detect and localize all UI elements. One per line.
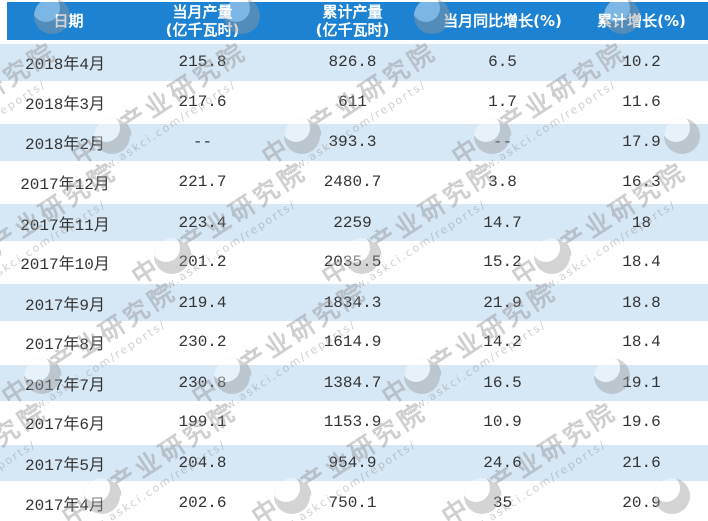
table-row: 2017年5月 204.8 954.9 24.6 21.6	[0, 440, 708, 485]
date-cell: 2018年3月	[24, 95, 105, 114]
cumulative-growth-cell: 21.6	[622, 454, 661, 473]
table-row: 2017年7月 230.8 1384.7 16.5 19.1	[0, 360, 708, 405]
monthly-output-cell: 221.7	[178, 173, 227, 192]
header-monthly-output-line2: (亿千瓦时)	[165, 21, 240, 39]
header-cumulative-output-line1: 累计产量	[322, 3, 383, 21]
cumulative-output-cell: 954.9	[328, 454, 377, 473]
cumulative-growth-cell: 16.3	[622, 173, 661, 192]
cumulative-growth-cell: 10.2	[622, 53, 661, 72]
monthly-yoy-cell: 15.2	[483, 253, 522, 272]
monthly-output-cell: 217.6	[178, 92, 227, 111]
monthly-output-cell: 215.8	[178, 53, 227, 72]
header-cumulative-growth-line1: 累计增长(%)	[597, 12, 686, 30]
cumulative-growth-cell: 20.9	[622, 493, 661, 512]
cumulative-growth-cell: 19.1	[622, 373, 661, 392]
monthly-yoy-cell: 14.2	[483, 333, 522, 352]
cumulative-growth-cell: 18.4	[622, 333, 661, 352]
cumulative-growth-cell: 18	[631, 213, 652, 232]
table-row: 2017年6月 199.1 1153.9 10.9 19.6	[0, 404, 708, 441]
date-cell: 2017年12月	[20, 176, 110, 195]
date-cell: 2017年9月	[24, 296, 105, 315]
monthly-yoy-cell: 3.8	[488, 173, 517, 192]
monthly-yoy-cell: 6.5	[488, 53, 517, 72]
header-cumulative-output: 累计产量 (亿千瓦时)	[275, 2, 430, 40]
date-cell: 2018年2月	[24, 136, 105, 155]
monthly-yoy-cell: 35	[492, 493, 513, 512]
header-cumulative-output-line2: (亿千瓦时)	[315, 21, 390, 39]
header-date: 日期	[7, 2, 130, 40]
monthly-output-cell: 219.4	[178, 293, 227, 312]
date-cell: 2017年4月	[24, 496, 105, 515]
header-monthly-yoy-line1: 当月同比增长(%)	[443, 12, 562, 30]
cumulative-output-cell: 2259	[333, 213, 372, 232]
date-cell: 2017年5月	[24, 457, 105, 476]
cumulative-output-cell: 2480.7	[323, 173, 382, 192]
cumulative-output-cell: 611	[338, 92, 367, 111]
table-row: 2017年11月 223.4 2259 14.7 18	[0, 200, 708, 244]
monthly-output-cell: 230.8	[178, 373, 227, 392]
cumulative-growth-cell: 19.6	[622, 413, 661, 432]
table-row: 2017年10月 201.2 2035.5 15.2 18.4	[0, 243, 708, 281]
monthly-output-cell: 204.8	[178, 454, 227, 473]
cumulative-output-cell: 750.1	[328, 493, 377, 512]
date-cell: 2017年11月	[20, 216, 110, 235]
table-row: 2017年12月 221.7 2480.7 3.8 16.3	[0, 163, 708, 201]
monthly-yoy-cell: 14.7	[483, 213, 522, 232]
header-cumulative-growth: 累计增长(%)	[575, 2, 708, 40]
cumulative-growth-cell: 18.8	[622, 293, 661, 312]
header-monthly-output-line1: 当月产量	[172, 3, 233, 21]
cumulative-output-cell: 1834.3	[323, 293, 382, 312]
header-date-line1: 日期	[53, 12, 84, 30]
cumulative-output-cell: 1384.7	[323, 373, 382, 392]
monthly-yoy-cell: --	[492, 133, 513, 152]
cumulative-output-cell: 2035.5	[323, 253, 382, 272]
table-row: 2017年9月 219.4 1834.3 21.9 18.8	[0, 280, 708, 325]
table-row: 2018年4月 215.8 826.8 6.5 10.2	[0, 40, 708, 84]
cumulative-growth-cell: 11.6	[622, 92, 661, 111]
date-cell: 2017年7月	[24, 376, 105, 395]
monthly-yoy-cell: 10.9	[483, 413, 522, 432]
cumulative-output-cell: 393.3	[328, 133, 377, 152]
table-row: 2017年4月 202.6 750.1 35 20.9	[0, 484, 708, 521]
table-body: 2018年4月 215.8 826.8 6.5 10.2 2018年3月 217…	[0, 40, 708, 521]
table-row: 2017年8月 230.2 1614.9 14.2 18.4	[0, 324, 708, 361]
monthly-output-cell: --	[192, 133, 213, 152]
monthly-yoy-cell: 24.6	[483, 454, 522, 473]
table-row: 2018年2月 -- 393.3 -- 17.9	[0, 120, 708, 164]
cumulative-output-cell: 1153.9	[323, 413, 382, 432]
date-cell: 2017年6月	[24, 416, 105, 435]
table-row: 2018年3月 217.6 611 1.7 11.6	[0, 83, 708, 121]
table-header-row: 日期 当月产量 (亿千瓦时) 累计产量 (亿千瓦时) 当月同比增长(%) 累计增长(…	[7, 2, 708, 40]
date-cell: 2017年10月	[20, 256, 110, 275]
monthly-output-cell: 223.4	[178, 213, 227, 232]
monthly-output-cell: 199.1	[178, 413, 227, 432]
cumulative-growth-cell: 18.4	[622, 253, 661, 272]
monthly-output-cell: 202.6	[178, 493, 227, 512]
date-cell: 2018年4月	[24, 56, 105, 75]
header-monthly-output: 当月产量 (亿千瓦时)	[130, 2, 275, 40]
monthly-yoy-cell: 21.9	[483, 293, 522, 312]
monthly-output-cell: 230.2	[178, 333, 227, 352]
date-cell: 2017年8月	[24, 336, 105, 355]
cumulative-output-cell: 1614.9	[323, 333, 382, 352]
monthly-yoy-cell: 1.7	[488, 92, 517, 111]
header-monthly-yoy-growth: 当月同比增长(%)	[430, 2, 575, 40]
cumulative-output-cell: 826.8	[328, 53, 377, 72]
monthly-yoy-cell: 16.5	[483, 373, 522, 392]
monthly-output-cell: 201.2	[178, 253, 227, 272]
cumulative-growth-cell: 17.9	[622, 133, 661, 152]
